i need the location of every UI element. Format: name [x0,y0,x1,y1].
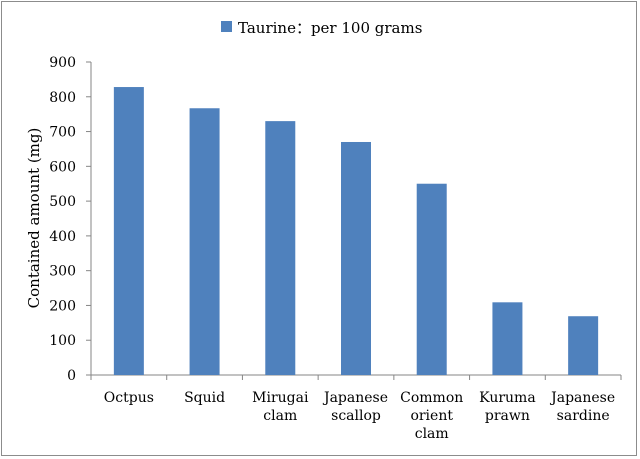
y-tick-label: 800 [49,90,76,106]
y-tick-label: 300 [49,264,76,280]
y-tick-label: 200 [49,298,76,314]
bars [113,87,599,375]
x-category-label: Kuruma prawn [479,390,536,424]
bar [341,141,371,375]
bar [416,183,447,375]
y-tick-label: 0 [67,368,76,384]
y-tick-label: 600 [49,159,76,175]
x-category-label-line: clam [415,426,449,442]
bar [568,316,599,375]
x-category-label-line: Japanese [322,390,388,406]
x-category-label: Squid [184,390,225,406]
x-category-label-line: prawn [485,408,530,424]
x-category-label-line: Japanese [549,390,615,406]
legend: Taurine：per 100 grams [221,19,422,37]
legend-swatch [221,21,232,32]
y-tick-label: 900 [49,55,76,71]
bar [265,121,296,375]
y-tick-label: 500 [49,194,76,210]
x-category-label-line: clam [263,408,297,424]
x-category-label-line: Common [400,390,463,406]
x-category-label-line: orient [410,408,453,424]
y-tick-label: 700 [49,125,76,141]
y-axis-title: Contained amount (mg) [25,128,43,309]
bar [492,302,523,375]
y-axis: 0 100 200 300 400 500 600 700 800 900 [49,55,92,384]
x-axis: Octpus Squid Mirugai clam Japanese scallop Com… [90,374,622,442]
x-category-label-line: Octpus [104,390,154,406]
x-category-label-line: scallop [331,408,381,424]
x-category-label-line: Mirugai [252,390,309,406]
x-category-label: Mirugai clam [252,390,309,424]
x-category-label-line: Squid [184,390,225,406]
y-tick-label: 400 [49,229,76,245]
x-category-label: Octpus [104,390,154,406]
x-category-label: Common orient clam [400,390,463,442]
bar [113,87,144,375]
x-category-label-line: sardine [557,408,610,424]
x-category-label: Japanese sardine [549,390,615,424]
y-tick-label: 100 [49,333,76,349]
legend-label: Taurine：per 100 grams [238,19,422,37]
bar [189,108,220,375]
x-category-label: Japanese scallop [322,390,388,424]
x-category-label-line: Kuruma [479,390,536,406]
